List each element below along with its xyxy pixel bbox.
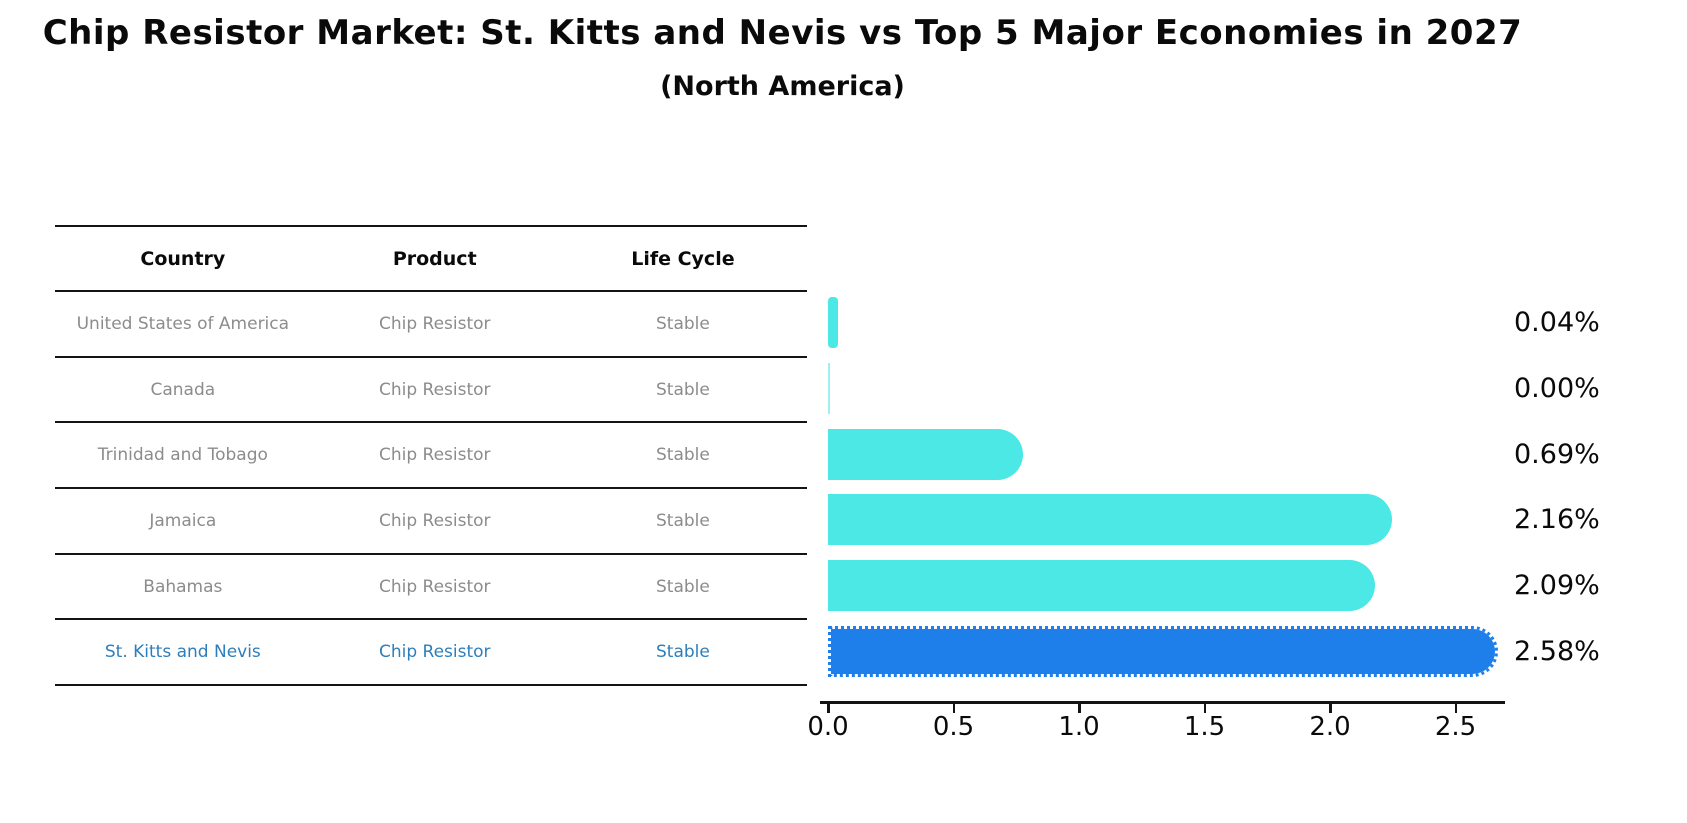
product-cell: Chip Resistor (310, 619, 559, 687)
bar (828, 560, 1375, 612)
bar (828, 363, 830, 414)
bar (828, 428, 1023, 480)
country-cell: United States of America (55, 291, 311, 358)
value-label: 0.69% (1514, 438, 1600, 470)
table-row: St. Kitts and Nevis Chip Resistor Stable (55, 619, 807, 687)
country-cell: Bahamas (55, 553, 311, 621)
x-tick-label: 1.5 (1183, 712, 1226, 742)
x-tick (1203, 704, 1206, 713)
lifecycle-cell: Stable (558, 488, 807, 555)
x-tick-label: 0.5 (932, 712, 975, 742)
value-label: 0.00% (1514, 373, 1600, 404)
value-label: 2.58% (1514, 635, 1600, 667)
value-label: 0.04% (1514, 307, 1600, 339)
table-row: United States of America Chip Resistor Sta… (55, 291, 807, 358)
country-cell: Canada (55, 356, 311, 424)
x-tick-label: 2.5 (1434, 712, 1477, 742)
product-cell: Chip Resistor (310, 291, 559, 358)
table-row: Canada Chip Resistor Stable (55, 356, 807, 424)
product-cell: Chip Resistor (310, 553, 559, 621)
x-axis (820, 701, 1505, 704)
x-tick-label: 1.0 (1058, 712, 1100, 742)
x-tick-label: 2.0 (1309, 712, 1351, 742)
value-label: 2.09% (1514, 570, 1600, 602)
value-label: 2.16% (1514, 504, 1600, 536)
table-header-product: Product (310, 226, 559, 292)
page-subtitle: (North America) (660, 71, 905, 102)
table-row: Jamaica Chip Resistor Stable (55, 488, 807, 555)
country-cell: St. Kitts and Nevis (55, 619, 311, 687)
product-cell: Chip Resistor (310, 356, 559, 424)
bar (828, 494, 1392, 546)
x-tick (1078, 704, 1081, 713)
figure-header: Chip Resistor Market: St. Kitts and Nevi… (0, 0, 1565, 102)
x-tick (827, 704, 830, 713)
x-tick (952, 704, 955, 713)
lifecycle-cell: Stable (558, 422, 807, 490)
bar (828, 297, 838, 349)
product-cell: Chip Resistor (310, 488, 559, 555)
country-cell: Jamaica (55, 488, 311, 555)
lifecycle-cell: Stable (558, 291, 807, 358)
table-header-country: Country (55, 226, 311, 292)
comparison-table: Country Product Life Cycle United States… (55, 225, 807, 687)
bar-highlight (828, 625, 1498, 677)
table-row: Trinidad and Tobago Chip Resistor Stable (55, 422, 807, 490)
lifecycle-cell: Stable (558, 553, 807, 621)
x-tick-label: 0.0 (807, 712, 849, 742)
table-header-row: Country Product Life Cycle (55, 226, 807, 292)
x-tick (1454, 704, 1457, 713)
table-row: Bahamas Chip Resistor Stable (55, 553, 807, 621)
lifecycle-cell: Stable (558, 356, 807, 424)
x-tick (1329, 704, 1332, 713)
product-cell: Chip Resistor (310, 422, 559, 490)
page-title: Chip Resistor Market: St. Kitts and Nevi… (42, 13, 1523, 53)
table-header-lifecycle: Life Cycle (558, 226, 807, 292)
country-cell: Trinidad and Tobago (55, 422, 311, 490)
lifecycle-cell: Stable (558, 619, 807, 687)
